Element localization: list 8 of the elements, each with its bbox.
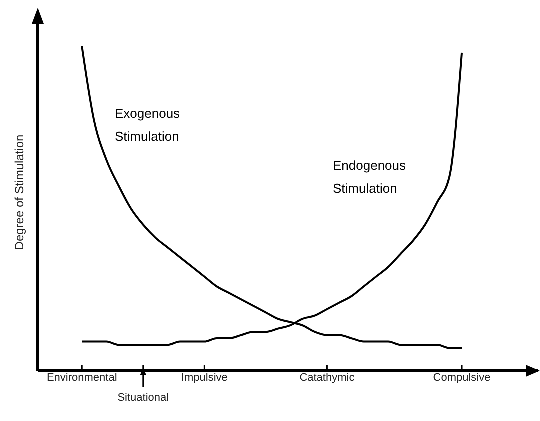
x-tick-label: Situational	[118, 392, 170, 404]
y-axis-title: Degree of Stimulation	[12, 134, 26, 250]
x-tick-label: Impulsive	[181, 372, 228, 384]
text: Endogenous Stimulation	[333, 158, 407, 196]
x-tick-label: Compulsive	[433, 372, 491, 384]
x-tick-label: Environmental	[46, 372, 118, 384]
series-label: Exogenous Stimulation	[115, 106, 181, 144]
x-tick-label: Catathymic	[300, 372, 356, 384]
